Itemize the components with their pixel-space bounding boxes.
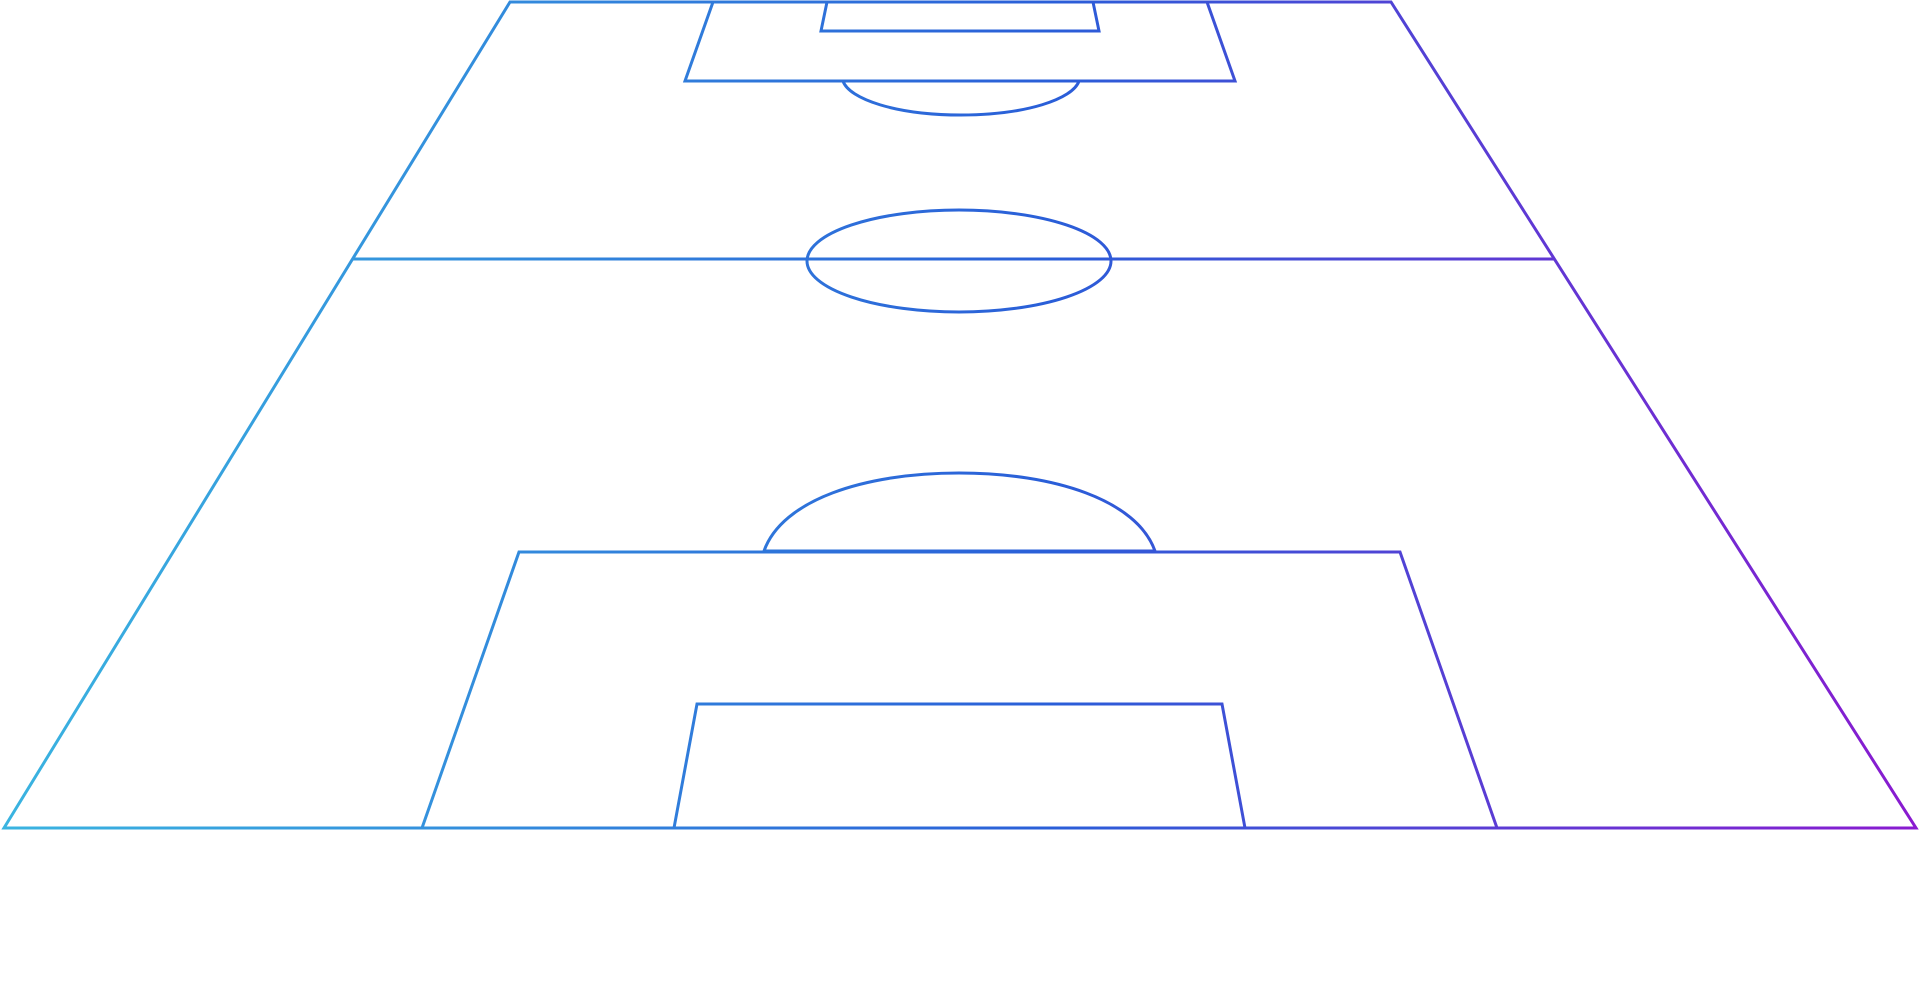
near-penalty-arc — [761, 471, 1158, 553]
far-penalty-box — [682, 1, 1238, 83]
far-goal-box — [819, 1, 1101, 33]
near-goal-box — [672, 702, 1247, 829]
pitch-outline — [1, 0, 1919, 830]
center-circle — [805, 208, 1113, 314]
near-penalty-box — [420, 550, 1499, 829]
far-penalty-arc — [841, 80, 1081, 117]
